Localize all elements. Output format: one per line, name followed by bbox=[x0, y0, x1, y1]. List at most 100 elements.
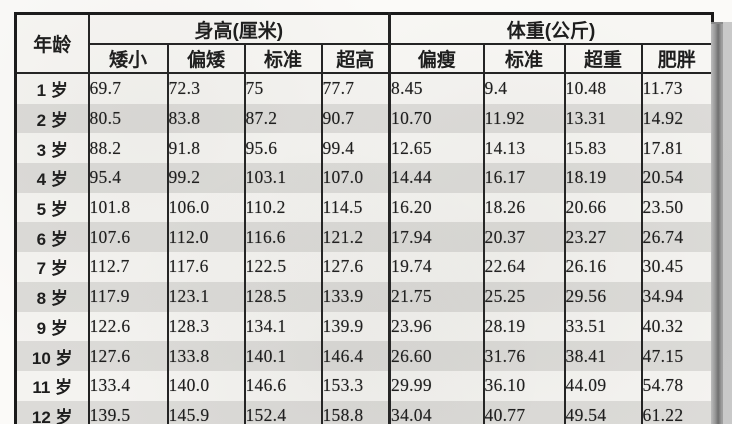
height-value-cell: 117.9 bbox=[87, 281, 169, 312]
table-row: 2 岁 80.5 83.8 87.2 90.7 10.70 11.92 13.31 14.92 bbox=[14, 103, 714, 134]
age-cell: 12 岁 bbox=[14, 400, 90, 424]
age-cell: 4 岁 bbox=[14, 163, 90, 193]
weight-value-cell: 17.94 bbox=[388, 222, 485, 253]
weight-value-cell: 17.81 bbox=[640, 133, 714, 164]
weight-value-cell: 36.10 bbox=[482, 370, 566, 401]
weight-col-obese: 肥胖 bbox=[640, 44, 714, 74]
weight-value-cell: 38.41 bbox=[563, 341, 643, 371]
scrollbar[interactable] bbox=[711, 22, 723, 424]
weight-value-cell: 22.64 bbox=[482, 252, 566, 282]
weight-value-cell: 12.65 bbox=[388, 133, 485, 164]
height-value-cell: 153.3 bbox=[320, 370, 391, 401]
age-cell: 9 岁 bbox=[14, 311, 90, 342]
height-value-cell: 114.5 bbox=[320, 192, 391, 223]
weight-value-cell: 10.48 bbox=[563, 73, 643, 104]
weight-value-cell: 11.73 bbox=[640, 73, 714, 104]
weight-col-thin: 偏瘦 bbox=[388, 44, 485, 74]
height-value-cell: 77.7 bbox=[320, 73, 391, 104]
age-cell: 6 岁 bbox=[14, 222, 90, 253]
table-row: 4 岁 95.4 99.2 103.1 107.0 14.44 16.17 18.19 20.5… bbox=[14, 163, 714, 193]
height-value-cell: 158.8 bbox=[320, 400, 391, 424]
height-value-cell: 123.1 bbox=[166, 281, 246, 312]
header-sub-row: 矮小 偏矮 标准 超高 偏瘦 标准 超重 肥胖 bbox=[16, 44, 714, 74]
weight-value-cell: 28.19 bbox=[482, 311, 566, 342]
height-value-cell: 95.4 bbox=[87, 163, 169, 193]
weight-value-cell: 8.45 bbox=[388, 73, 485, 104]
weight-value-cell: 11.92 bbox=[482, 103, 566, 134]
weight-value-cell: 15.83 bbox=[563, 133, 643, 164]
table-row: 9 岁 122.6 128.3 134.1 139.9 23.96 28.19 33.51 40… bbox=[14, 311, 714, 342]
height-col-tall: 超高 bbox=[320, 44, 391, 74]
height-value-cell: 91.8 bbox=[166, 133, 246, 164]
weight-value-cell: 14.44 bbox=[388, 163, 485, 193]
height-value-cell: 83.8 bbox=[166, 103, 246, 134]
height-value-cell: 139.9 bbox=[320, 311, 391, 342]
scrollbar-track[interactable] bbox=[722, 22, 732, 424]
age-cell: 10 岁 bbox=[14, 341, 90, 371]
weight-value-cell: 26.60 bbox=[388, 341, 485, 371]
table-row: 5 岁 101.8 106.0 110.2 114.5 16.20 18.26 20.66 23… bbox=[14, 192, 714, 223]
weight-value-cell: 25.25 bbox=[482, 281, 566, 312]
table-row: 11 岁 133.4 140.0 146.6 153.3 29.99 36.10 44.09 5… bbox=[14, 370, 714, 401]
height-value-cell: 99.4 bbox=[320, 133, 391, 164]
height-value-cell: 128.3 bbox=[166, 311, 246, 342]
weight-value-cell: 29.56 bbox=[563, 281, 643, 312]
weight-value-cell: 9.4 bbox=[482, 73, 566, 104]
height-value-cell: 117.6 bbox=[166, 252, 246, 282]
age-cell: 11 岁 bbox=[14, 370, 90, 401]
weight-value-cell: 34.04 bbox=[388, 400, 485, 424]
weight-col-overweight: 超重 bbox=[563, 44, 643, 74]
height-value-cell: 90.7 bbox=[320, 103, 391, 134]
weight-value-cell: 54.78 bbox=[640, 370, 714, 401]
height-value-cell: 69.7 bbox=[87, 73, 169, 104]
height-value-cell: 152.4 bbox=[243, 400, 323, 424]
age-cell: 5 岁 bbox=[14, 192, 90, 223]
weight-value-cell: 23.96 bbox=[388, 311, 485, 342]
height-value-cell: 112.0 bbox=[166, 222, 246, 253]
weight-value-cell: 14.13 bbox=[482, 133, 566, 164]
age-column-header: 年龄 bbox=[14, 13, 90, 74]
height-col-standard: 标准 bbox=[243, 44, 323, 74]
table-row: 10 岁 127.6 133.8 140.1 146.4 26.60 31.76 38.41 4… bbox=[14, 341, 714, 371]
height-value-cell: 110.2 bbox=[243, 192, 323, 223]
age-cell: 3 岁 bbox=[14, 133, 90, 164]
table-row: 12 岁 139.5 145.9 152.4 158.8 34.04 40.77 49.54 6… bbox=[14, 400, 714, 424]
weight-value-cell: 34.94 bbox=[640, 281, 714, 312]
height-value-cell: 88.2 bbox=[87, 133, 169, 164]
weight-col-standard: 标准 bbox=[482, 44, 566, 74]
weight-value-cell: 30.45 bbox=[640, 252, 714, 282]
height-value-cell: 106.0 bbox=[166, 192, 246, 223]
weight-value-cell: 18.26 bbox=[482, 192, 566, 223]
height-value-cell: 107.6 bbox=[87, 222, 169, 253]
weight-value-cell: 61.22 bbox=[640, 400, 714, 424]
height-value-cell: 80.5 bbox=[87, 103, 169, 134]
weight-value-cell: 20.37 bbox=[482, 222, 566, 253]
height-value-cell: 122.6 bbox=[87, 311, 169, 342]
height-value-cell: 127.6 bbox=[87, 341, 169, 371]
weight-section-header: 体重(公斤) bbox=[388, 13, 714, 45]
weight-value-cell: 49.54 bbox=[563, 400, 643, 424]
weight-value-cell: 13.31 bbox=[563, 103, 643, 134]
height-col-below-avg: 偏矮 bbox=[166, 44, 246, 74]
height-value-cell: 122.5 bbox=[243, 252, 323, 282]
table-row: 1 岁 69.7 72.3 75 77.7 8.45 9.4 10.48 11.73 bbox=[14, 73, 714, 104]
height-value-cell: 103.1 bbox=[243, 163, 323, 193]
weight-value-cell: 14.92 bbox=[640, 103, 714, 134]
height-value-cell: 75 bbox=[243, 73, 323, 104]
height-value-cell: 146.6 bbox=[243, 370, 323, 401]
height-value-cell: 95.6 bbox=[243, 133, 323, 164]
height-value-cell: 127.6 bbox=[320, 252, 391, 282]
height-value-cell: 134.1 bbox=[243, 311, 323, 342]
weight-value-cell: 10.70 bbox=[388, 103, 485, 134]
weight-value-cell: 47.15 bbox=[640, 341, 714, 371]
weight-value-cell: 29.99 bbox=[388, 370, 485, 401]
height-value-cell: 146.4 bbox=[320, 341, 391, 371]
age-cell: 8 岁 bbox=[14, 281, 90, 312]
height-col-short: 矮小 bbox=[87, 44, 169, 74]
header-group-row: 年龄 身高(厘米) 体重(公斤) bbox=[14, 13, 714, 74]
age-cell: 7 岁 bbox=[14, 252, 90, 282]
weight-value-cell: 21.75 bbox=[388, 281, 485, 312]
child-growth-table: 年龄 身高(厘米) 体重(公斤) 矮小 偏矮 标准 超高 偏瘦 标准 超重 肥胖… bbox=[14, 12, 715, 424]
weight-value-cell: 44.09 bbox=[563, 370, 643, 401]
